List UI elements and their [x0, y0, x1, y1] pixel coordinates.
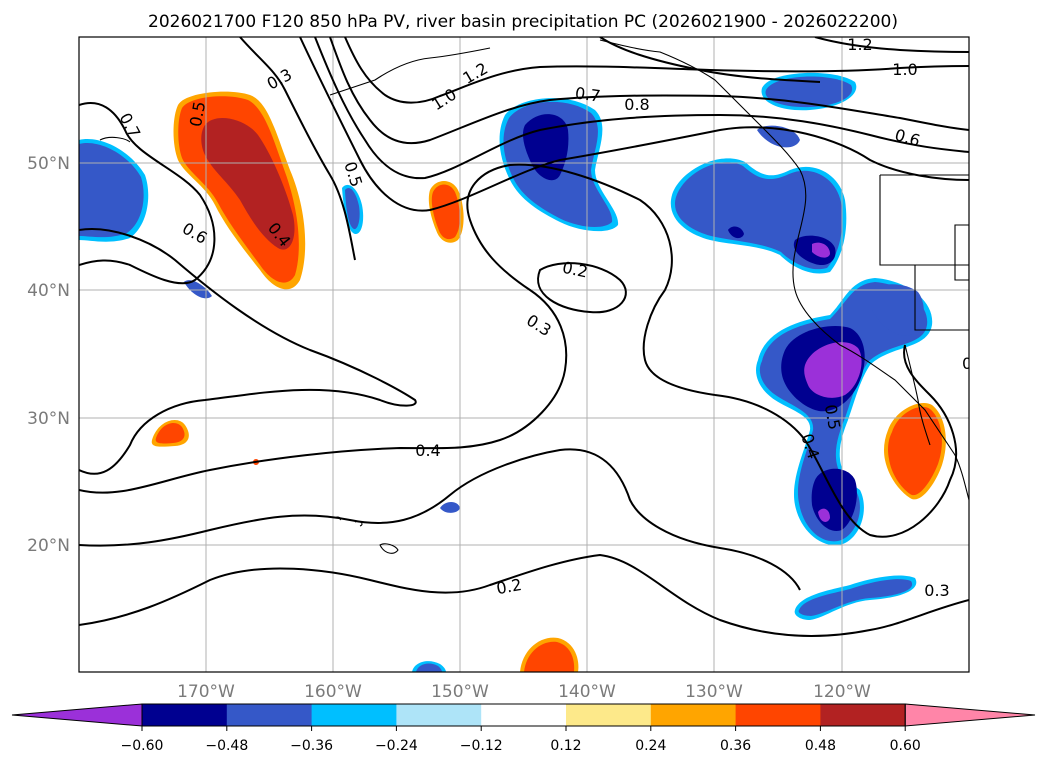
colorbar-extend-low	[11, 703, 143, 727]
colorbar-tick-label: 0.12	[550, 738, 581, 754]
colorbar: −0.60 −0.48 −0.36 −0.24 −0.12 0.12 0.24 0.36 0.4…	[11, 703, 1036, 754]
colorbar-segment	[311, 704, 397, 726]
precip-shading	[79, 72, 946, 672]
colorbar-segment	[735, 704, 821, 726]
contour-label: 0.2	[561, 258, 590, 282]
contour-label: 0.7	[574, 83, 602, 105]
contour-label: 0.5	[821, 403, 844, 431]
lat-tick-label: 20°N	[27, 536, 70, 556]
colorbar-tick-label: 0.60	[890, 738, 921, 754]
lon-tick-label: 140°W	[558, 682, 616, 702]
contour-label: 1.2	[847, 35, 872, 54]
lon-tick-label: 130°W	[685, 682, 743, 702]
colorbar-segment	[396, 704, 482, 726]
lon-tick-label: 160°W	[304, 682, 362, 702]
lat-tick-label: 50°N	[27, 154, 70, 174]
colorbar-segment	[566, 704, 652, 726]
contour-labels: 0.7 0.5 0.3 1.0 1.2 0.7 0.8 1.2 1.0 0.6 …	[115, 35, 987, 600]
colorbar-extend-high	[904, 703, 1036, 727]
pv-contours	[79, 37, 969, 637]
colorbar-tick-label: −0.24	[375, 738, 418, 754]
colorbar-tick-label: −0.36	[290, 738, 333, 754]
colorbar-segment	[650, 704, 737, 726]
contour-label: 0.5	[186, 100, 209, 128]
lon-tick-label: 120°W	[813, 682, 871, 702]
colorbar-segment	[226, 704, 313, 726]
coastlines	[99, 39, 969, 554]
map-frame	[78, 36, 970, 673]
contour-label: 0.2	[495, 575, 523, 598]
colorbar-tick-label: −0.12	[460, 738, 503, 754]
colorbar-segment	[820, 704, 906, 726]
colorbar-segment	[142, 704, 228, 726]
lon-tick-label: 150°W	[431, 682, 489, 702]
lat-tick-label: 40°N	[27, 281, 70, 301]
lon-labels: 170°W 160°W 150°W 140°W 130°W 120°W	[177, 682, 871, 702]
figure-title: 2026021700 F120 850 hPa PV, river basin …	[148, 12, 898, 32]
lat-labels: 50°N 40°N 30°N 20°N	[27, 154, 70, 556]
colorbar-tick-label: 0.24	[635, 738, 666, 754]
colorbar-segment	[481, 704, 567, 726]
contour-label: 0.3	[962, 354, 987, 373]
colorbar-outline	[141, 703, 906, 727]
contour-label: 0.4	[415, 441, 440, 460]
graticule	[79, 37, 969, 672]
colorbar-tick-label: 0.48	[805, 738, 836, 754]
colorbar-tick-label: −0.48	[205, 738, 248, 754]
colorbar-tick-label: 0.36	[720, 738, 751, 754]
colorbar-tick-label: −0.60	[121, 738, 164, 754]
lat-tick-label: 30°N	[27, 409, 70, 429]
contour-label: 0.3	[924, 581, 949, 600]
lon-tick-label: 170°W	[177, 682, 235, 702]
contour-label: 0.8	[624, 95, 649, 114]
contour-label: 1.0	[892, 60, 917, 79]
